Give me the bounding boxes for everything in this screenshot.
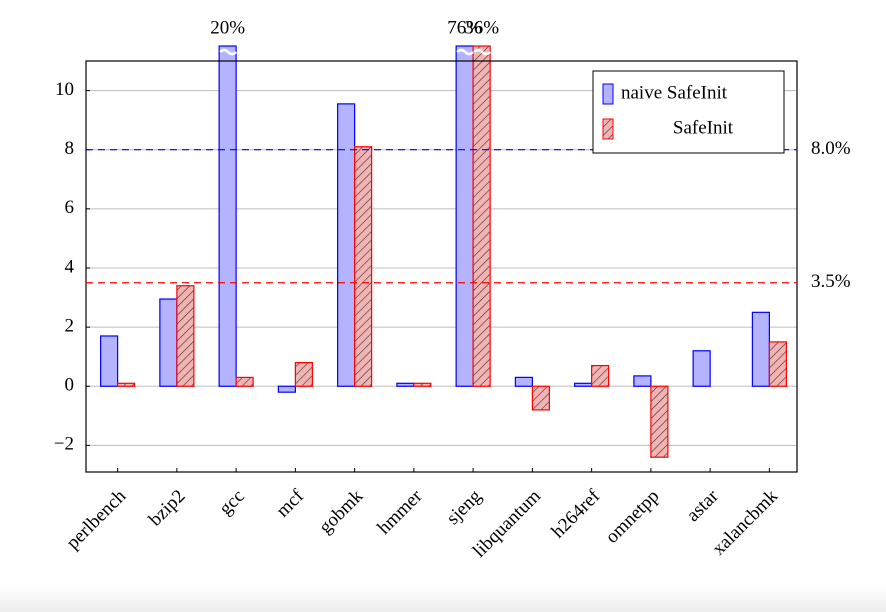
y-tick-label: 6 [65,197,75,218]
legend-label: naive SafeInit [621,82,728,103]
bar [514,376,533,387]
x-tick-label: sjeng [443,485,487,529]
y-tick-label: 4 [65,256,75,277]
y-tick-label: 10 [55,79,74,100]
x-tick-label: xalancbmk [708,485,782,559]
reference-label: 3.5% [811,271,851,292]
bar [176,285,195,387]
x-tick-label: mcf [272,485,308,521]
legend-swatch [602,83,614,105]
bar [337,103,356,387]
x-tick-label: bzip2 [145,486,190,531]
bar [768,341,787,387]
bar [413,382,432,387]
bar [277,385,296,393]
y-tick-label: 8 [65,138,75,159]
bar [574,382,593,387]
bar [591,364,610,387]
bar [751,311,770,387]
reference-label: 8.0% [811,138,851,159]
x-tick-label: omnetpp [602,486,664,548]
y-tick-label: 0 [65,375,75,396]
bar [531,385,550,411]
legend-box [592,70,785,154]
y-tick-label: −2 [54,434,74,455]
value-label: 20% [210,17,245,38]
x-tick-label: astar [683,485,724,526]
break-mark [219,48,238,56]
bar [396,382,415,387]
bar [117,382,136,387]
legend-label: SafeInit [673,117,734,138]
bar [633,375,652,387]
y-tick-label: 2 [65,315,75,336]
bar [294,361,313,387]
bar [218,45,237,387]
plot-frame [85,60,798,473]
bar [100,335,119,387]
x-tick-label: perlbench [62,485,130,553]
x-tick-label: gcc [215,486,248,519]
legend-swatch [602,118,614,140]
x-tick-label: gobmk [315,485,368,538]
background-strip [0,585,886,612]
bar [159,298,178,387]
bar [472,45,491,387]
value-label: 76% [447,17,482,38]
bar [455,45,474,387]
bar [650,385,669,458]
bar [692,350,711,387]
bar [235,376,254,387]
bar [354,146,373,387]
value-label: 36% [464,17,499,38]
x-tick-label: h264ref [548,485,605,542]
break-mark [473,48,492,56]
break-mark [456,48,475,56]
x-tick-label: hmmer [374,485,427,538]
